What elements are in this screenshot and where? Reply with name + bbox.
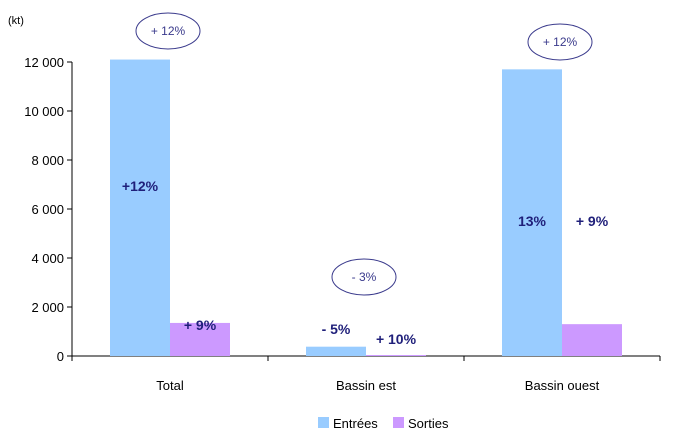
y-tick-label: 6 000 <box>31 202 64 217</box>
annotation-label: + 12% <box>543 35 578 49</box>
y-tick-label: 4 000 <box>31 251 64 266</box>
bar-labels: +12% + 9% - 5% + 10% 13% + 9% <box>122 178 609 347</box>
data-label: +12% <box>122 178 159 194</box>
annotation-oval <box>331 258 397 296</box>
bar-sorties <box>562 324 622 356</box>
y-axis: 0 2 000 4 000 6 000 8 000 10 000 12 000 <box>24 55 73 364</box>
y-tick-label: 0 <box>57 349 64 364</box>
bar-entrees <box>502 69 562 356</box>
annotation-oval <box>135 12 201 50</box>
annotation-label: - 3% <box>352 270 377 284</box>
x-tick-label: Bassin est <box>336 378 396 393</box>
bar-sorties <box>366 355 426 356</box>
x-tick-label: Bassin ouest <box>525 378 600 393</box>
y-tick-label: 12 000 <box>24 55 64 70</box>
data-label: + 9% <box>576 213 609 229</box>
data-label: + 9% <box>184 317 217 333</box>
y-tick-label: 2 000 <box>31 300 64 315</box>
data-label: - 5% <box>322 321 351 337</box>
annotation-label: + 12% <box>151 24 186 38</box>
bars <box>110 59 622 357</box>
legend-label: Sorties <box>408 416 449 431</box>
x-axis: Total Bassin est Bassin ouest <box>71 355 661 393</box>
data-label: 13% <box>518 213 547 229</box>
legend-swatch <box>318 417 329 428</box>
bar-entrees <box>306 346 366 356</box>
y-tick-label: 10 000 <box>24 104 64 119</box>
y-tick-label: 8 000 <box>31 153 64 168</box>
unit-label: (kt) <box>8 15 24 27</box>
legend: Entrées Sorties <box>318 416 449 431</box>
data-label: + 10% <box>376 331 417 347</box>
legend-label: Entrées <box>333 416 378 431</box>
bar-sorties <box>170 322 230 356</box>
legend-swatch <box>393 417 404 428</box>
bar-entrees <box>110 59 170 357</box>
annotation-oval <box>527 23 593 61</box>
group-annotations: + 12% - 3% + 12% <box>135 12 593 296</box>
x-tick-label: Total <box>156 378 184 393</box>
